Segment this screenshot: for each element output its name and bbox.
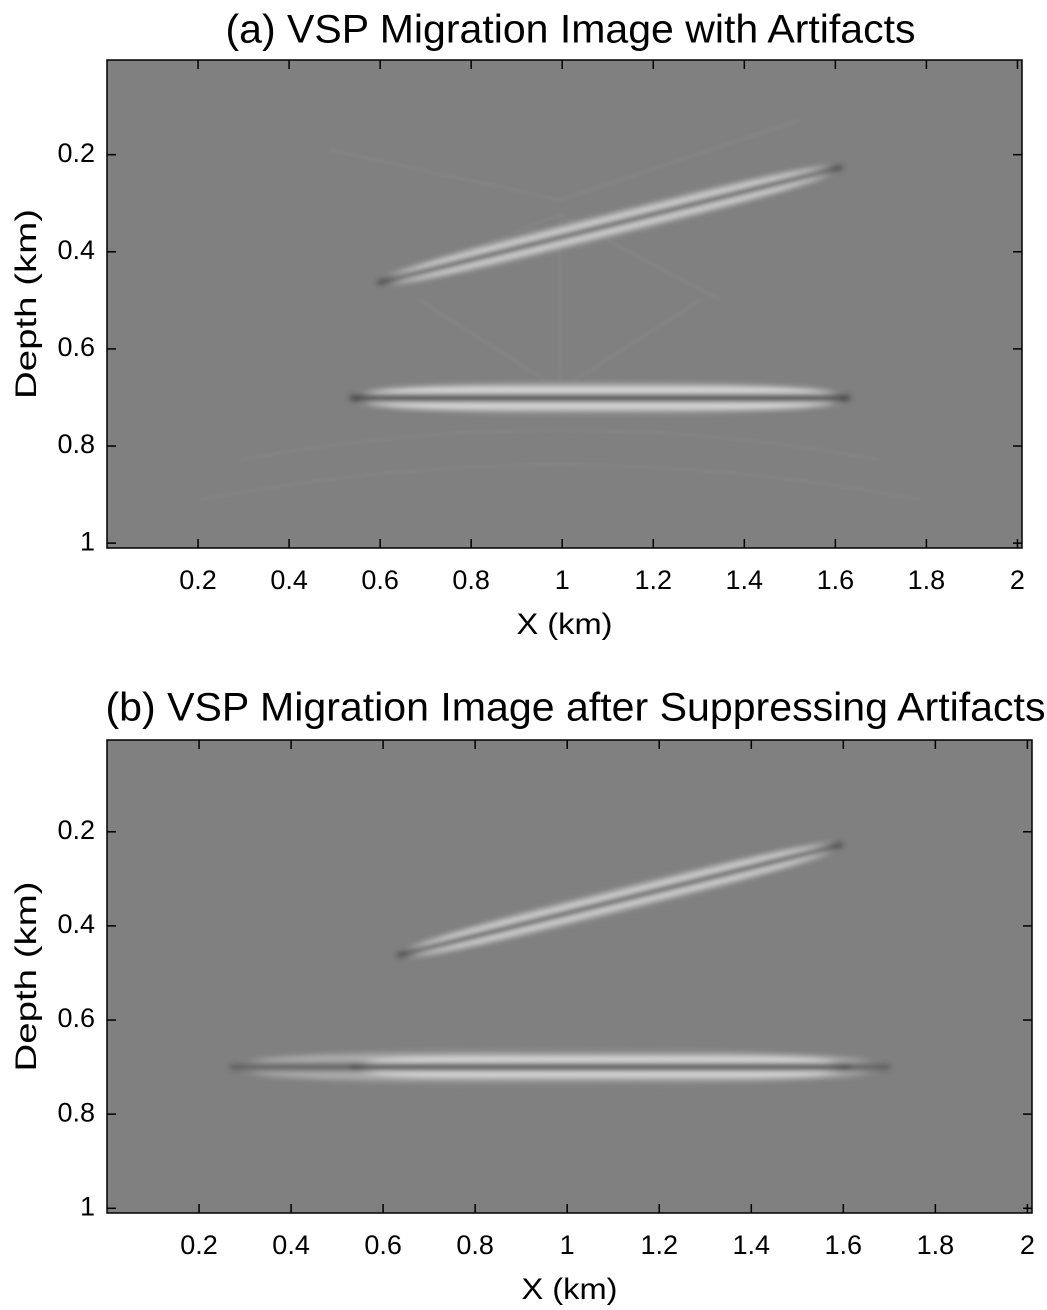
- y-axis-label: Depth (km): [10, 209, 43, 399]
- x-tick-label: 2: [1010, 565, 1025, 595]
- image-background: [107, 740, 1032, 1213]
- x-tick-label: 0.4: [270, 565, 308, 595]
- plot-frame: [106, 59, 1023, 549]
- y-tick-label: 0.8: [57, 429, 95, 459]
- x-tick-label: 0.6: [364, 1230, 402, 1260]
- y-tick-label: 0.4: [57, 909, 95, 939]
- y-axis-label: Depth (km): [10, 882, 43, 1072]
- x-tick-label: 1.2: [634, 565, 672, 595]
- x-tick-label: 0.8: [452, 565, 490, 595]
- reflector: [230, 843, 890, 1085]
- chart-title: (a) VSP Migration Image with Artifacts: [226, 8, 916, 52]
- x-tick-label: 1: [555, 565, 570, 595]
- x-tick-label: 0.2: [179, 565, 217, 595]
- reflector: [350, 165, 850, 414]
- x-tick-label: 1.6: [825, 1230, 863, 1260]
- x-axis-label: X (km): [522, 1273, 618, 1306]
- y-tick-label: 0.6: [57, 1003, 95, 1033]
- x-tick-label: 1.4: [733, 1230, 771, 1260]
- y-tick-label: 0.6: [57, 332, 95, 362]
- x-tick-label: 1: [560, 1230, 575, 1260]
- artifact-texture: [199, 119, 921, 501]
- image-background: [107, 60, 1022, 548]
- x-tick-label: 1.6: [817, 565, 855, 595]
- x-tick-label: 1.8: [908, 565, 946, 595]
- chart-title: (b) VSP Migration Image after Suppressin…: [106, 686, 1046, 730]
- y-tick-label: 0.4: [57, 235, 95, 265]
- x-tick-label: 0.8: [456, 1230, 494, 1260]
- y-tick-label: 0.2: [57, 815, 95, 845]
- y-tick-label: 1: [80, 526, 95, 556]
- x-tick-label: 1.2: [640, 1230, 678, 1260]
- x-tick-label: 0.2: [180, 1230, 218, 1260]
- x-tick-label: 2: [1020, 1230, 1035, 1260]
- y-tick-label: 1: [80, 1191, 95, 1221]
- x-tick-label: 1.8: [917, 1230, 955, 1260]
- x-tick-label: 0.6: [361, 565, 399, 595]
- x-axis-label: X (km): [517, 608, 613, 641]
- y-tick-label: 0.2: [57, 138, 95, 168]
- y-tick-label: 0.8: [57, 1097, 95, 1127]
- x-tick-label: 0.4: [272, 1230, 310, 1260]
- x-tick-label: 1.4: [726, 565, 764, 595]
- plot-frame: [106, 739, 1033, 1214]
